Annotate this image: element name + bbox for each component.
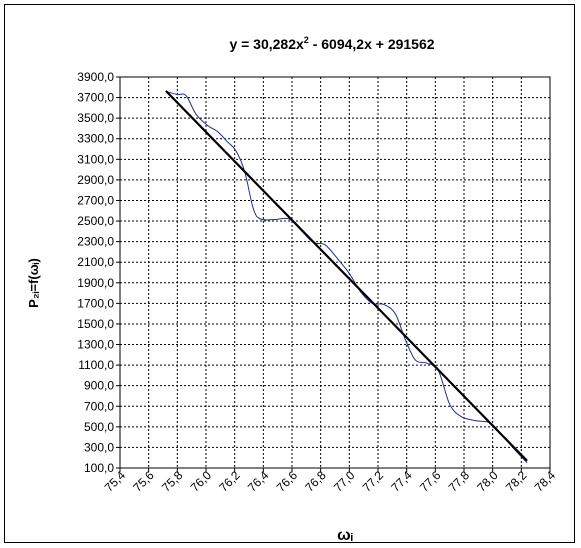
trend-line: [165, 90, 528, 462]
y-tick-label: 2300,0: [77, 235, 114, 249]
y-tick-label: 2900,0: [77, 173, 114, 187]
y-tick-label: 3500,0: [77, 111, 114, 125]
x-tick-label: 76,6: [274, 468, 301, 495]
y-axis-title: P₂ᵢ=f(ωᵢ): [26, 258, 41, 308]
grid-lines: [120, 77, 550, 468]
y-tick-label: 700,0: [84, 399, 114, 413]
chart-title: y = 30,282x2 - 6094,2x + 291562: [229, 35, 434, 52]
y-tick-label: 2100,0: [77, 255, 114, 269]
y-tick-label: 3900,0: [77, 70, 114, 84]
x-tick-label: 77,8: [446, 468, 473, 495]
x-tick-label: 78,0: [474, 468, 501, 495]
y-tick-label: 2500,0: [77, 214, 114, 228]
x-tick-label: 75,6: [130, 468, 157, 495]
x-tick-label: 75,8: [159, 468, 186, 495]
y-tick-label: 1900,0: [77, 276, 114, 290]
x-tick-label: 77,4: [388, 468, 415, 495]
x-tick-label: 76,8: [302, 468, 329, 495]
y-tick-label: 3100,0: [77, 152, 114, 166]
y-tick-labels: 3900,0 3700,0 3500,0 3300,0 3100,0 2900,0 2700…: [77, 70, 120, 475]
plot-area: [119, 76, 551, 469]
x-tick-label: 76,4: [245, 468, 272, 495]
y-tick-label: 500,0: [84, 420, 114, 434]
x-tick-label: 78,2: [503, 468, 530, 495]
y-tick-label: 3300,0: [77, 132, 114, 146]
x-tick-label: 77,0: [331, 468, 358, 495]
y-tick-label: 1500,0: [77, 317, 114, 331]
x-tick-labels: 75,4 75,6 75,8 76,0 76,2 76,4 76,6 76,8 77,0 77,2…: [102, 468, 559, 495]
y-tick-label: 1100,0: [78, 358, 114, 372]
y-tick-label: 300,0: [84, 440, 114, 454]
y-tick-label: 1300,0: [77, 338, 114, 352]
chart-frame: [4, 4, 575, 543]
x-tick-label: 77,6: [417, 468, 444, 495]
y-tick-label: 1700,0: [77, 296, 114, 310]
x-tick-label: 78,4: [532, 468, 559, 495]
y-tick-label: 2700,0: [77, 193, 114, 207]
y-tick-label: 3700,0: [77, 91, 114, 105]
x-tick-label: 76,2: [216, 468, 243, 495]
data-series-line: [165, 90, 528, 464]
series-layer: [165, 90, 528, 464]
plot-border: [119, 76, 551, 469]
x-tick-label: 77,2: [360, 468, 387, 495]
y-tick-label: 900,0: [84, 379, 114, 393]
x-tick-label: 76,0: [188, 468, 215, 495]
x-axis-title: ωᵢ: [337, 527, 353, 544]
y-tick-label: 100,0: [84, 461, 114, 475]
